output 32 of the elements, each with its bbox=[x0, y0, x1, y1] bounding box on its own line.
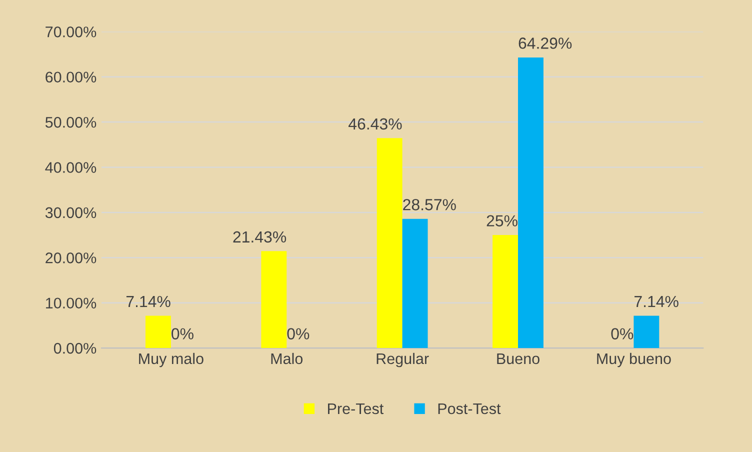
y-tick-label: 0.00% bbox=[54, 342, 96, 354]
bar bbox=[376, 138, 402, 348]
bar bbox=[261, 251, 287, 348]
y-tick-label: 70.00% bbox=[46, 26, 96, 38]
bar bbox=[145, 316, 171, 348]
data-label: 7.14% bbox=[126, 296, 170, 308]
data-label: 46.43% bbox=[348, 118, 402, 130]
x-tick-label: Bueno bbox=[497, 353, 540, 364]
data-label: 0% bbox=[287, 328, 310, 340]
legend-label: Pre-Test bbox=[328, 403, 384, 414]
y-tick-label: 40.00% bbox=[45, 162, 96, 173]
x-tick-label: Malo bbox=[271, 352, 303, 364]
data-label: 25% bbox=[486, 215, 518, 226]
data-label: 21.43% bbox=[233, 231, 286, 243]
x-tick-label: Regular bbox=[376, 352, 429, 368]
y-tick-label: 20.00% bbox=[46, 252, 96, 264]
bar bbox=[402, 218, 428, 348]
data-label: 28.57% bbox=[403, 199, 456, 210]
y-tick-label: 30.00% bbox=[45, 207, 96, 218]
data-label: 7.14% bbox=[634, 296, 678, 308]
legend-label: Post-Test bbox=[438, 403, 501, 414]
y-tick-label: 10.00% bbox=[46, 298, 96, 309]
bar bbox=[492, 235, 518, 348]
bar bbox=[518, 57, 544, 348]
x-tick-label: Muy bueno bbox=[597, 352, 671, 368]
data-label: 0% bbox=[172, 328, 194, 340]
y-tick-label: 50.00% bbox=[45, 116, 96, 128]
data-label: 64.29% bbox=[518, 38, 572, 49]
data-label: 0% bbox=[611, 328, 634, 340]
y-tick-label: 60.00% bbox=[46, 72, 96, 83]
x-tick-label: Muy malo bbox=[139, 352, 204, 368]
bar bbox=[634, 316, 660, 348]
